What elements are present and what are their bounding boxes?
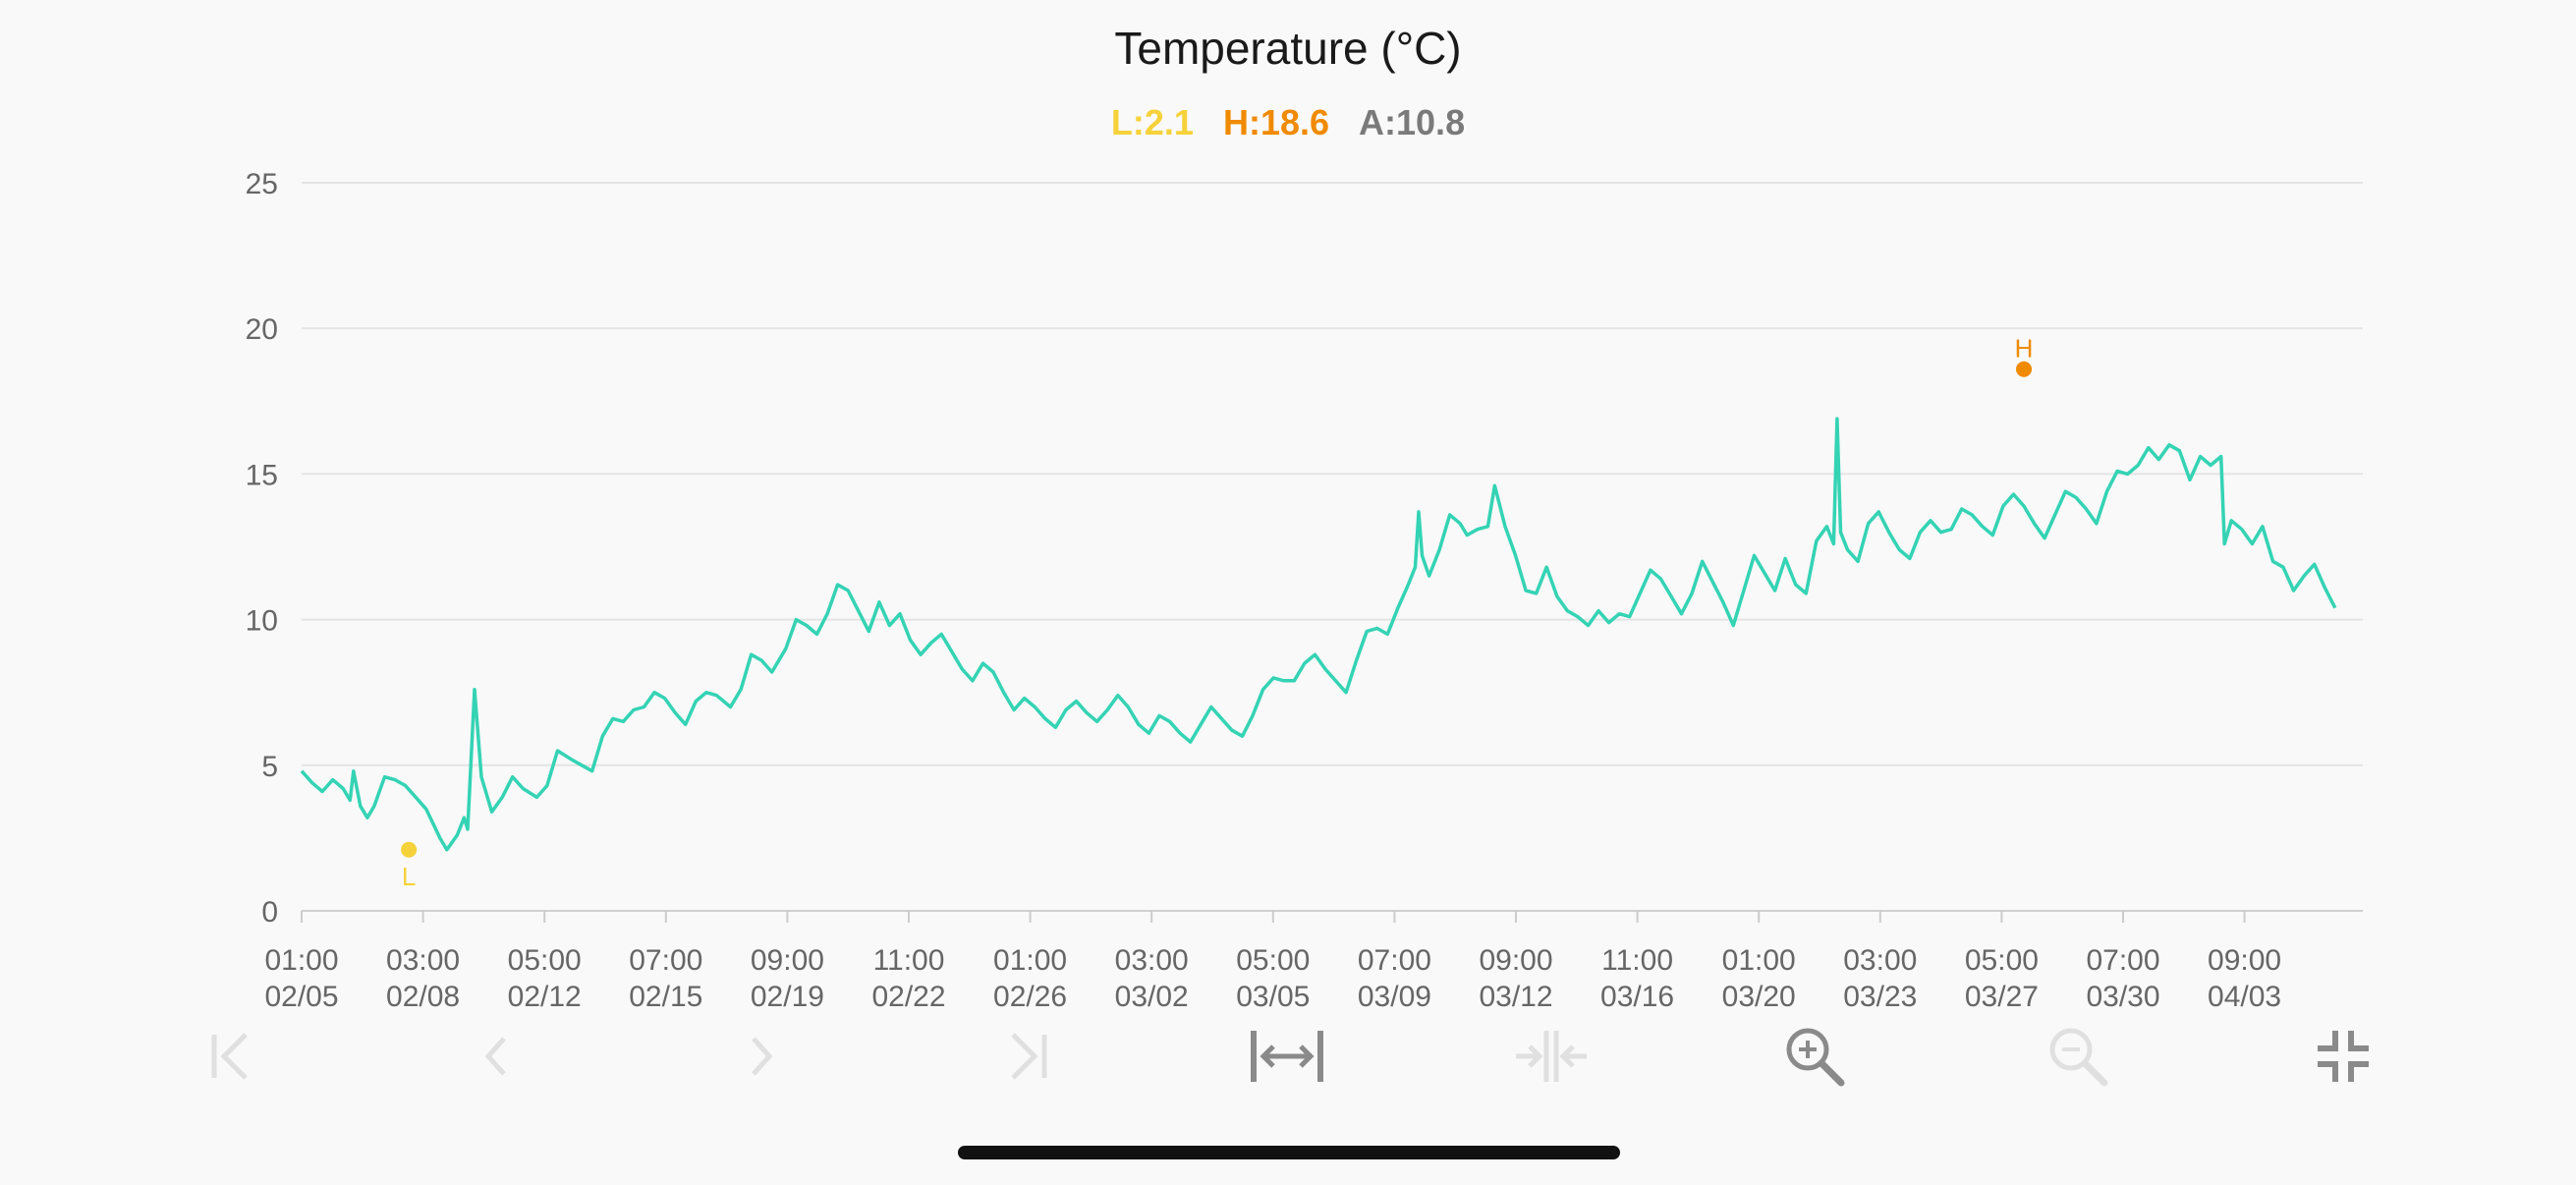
temperature-line-chart[interactable]: 0 5 10 15 20 25 01:00 02/05 03:00 02/08 05:00 02/1…	[0, 0, 2576, 1012]
low-value: L:2.1	[1110, 102, 1194, 142]
expand-horizontal-icon	[1251, 1031, 1323, 1082]
first-page-button[interactable]	[180, 1012, 288, 1100]
x-tick-label-time: 03:00	[1115, 944, 1189, 977]
exit-fullscreen-icon	[2318, 1031, 2369, 1082]
home-indicator	[958, 1146, 1620, 1159]
x-tick-label-date: 02/26	[993, 981, 1067, 1012]
x-tick-label-date: 03/12	[1479, 981, 1552, 1012]
x-tick-label-time: 05:00	[1965, 944, 2039, 977]
low-point-label: L	[402, 862, 416, 891]
low-point-marker	[401, 841, 418, 858]
x-tick-label-time: 09:00	[751, 944, 824, 977]
previous-button[interactable]	[442, 1012, 550, 1100]
y-tick-label: 10	[246, 605, 278, 638]
grid-lines	[302, 182, 2363, 912]
x-tick-label-time: 01:00	[993, 944, 1067, 977]
x-tick-label-time: 05:00	[508, 944, 582, 977]
exit-fullscreen-button[interactable]	[2289, 1012, 2397, 1100]
chart-toolbar	[0, 1012, 2576, 1100]
y-tick-label: 15	[246, 459, 278, 491]
chevron-right-icon	[752, 1037, 773, 1076]
x-tick-label-date: 04/03	[2208, 981, 2281, 1012]
x-tick-label-date: 02/12	[508, 981, 582, 1012]
x-tick-label-date: 03/30	[2086, 981, 2159, 1012]
temperature-series-line	[300, 417, 2337, 852]
zoom-in-button[interactable]	[1761, 1012, 1869, 1100]
x-tick-label-time: 03:00	[1843, 944, 1917, 977]
skip-to-start-icon	[211, 1033, 248, 1080]
x-tick-label-date: 03/16	[1600, 981, 1674, 1012]
x-tick-label-time: 07:00	[2086, 944, 2159, 977]
compress-horizontal-icon	[1516, 1031, 1587, 1082]
y-tick-label: 0	[261, 896, 278, 929]
last-page-button[interactable]	[971, 1012, 1079, 1100]
x-tick-label-time: 01:00	[1722, 944, 1796, 977]
x-tick-label-time: 05:00	[1236, 944, 1310, 977]
y-axis-ticks: 0 5 10 15 20 25	[246, 168, 278, 929]
x-axis-ticks: 01:00 02/05 03:00 02/08 05:00 02/12 07:00 02/15…	[264, 911, 2281, 1012]
y-tick-label: 5	[261, 751, 278, 783]
x-tick-label-date: 02/15	[629, 981, 702, 1012]
x-tick-label-date: 03/05	[1236, 981, 1310, 1012]
high-value: H:18.6	[1222, 102, 1330, 142]
high-point-marker	[2016, 361, 2033, 377]
high-point-label: H	[2015, 334, 2034, 364]
x-tick-label-time: 03:00	[386, 944, 460, 977]
fit-width-button[interactable]	[1233, 1012, 1341, 1100]
x-tick-label-date: 02/05	[264, 981, 338, 1012]
y-tick-label: 20	[246, 313, 278, 346]
x-tick-label-time: 07:00	[629, 944, 702, 977]
zoom-out-button[interactable]	[2024, 1012, 2132, 1100]
zoom-out-icon	[2049, 1028, 2108, 1087]
next-button[interactable]	[707, 1012, 815, 1100]
x-tick-label-time: 11:00	[873, 944, 945, 977]
series-group	[300, 417, 2337, 852]
x-tick-label-time: 11:00	[1601, 944, 1673, 977]
x-tick-label-time: 09:00	[2208, 944, 2281, 977]
extreme-markers: LH	[401, 334, 2033, 891]
x-tick-label-time: 09:00	[1479, 944, 1552, 977]
skip-to-end-icon	[1011, 1033, 1047, 1080]
x-tick-label-date: 02/08	[386, 981, 460, 1012]
x-tick-label-time: 01:00	[264, 944, 338, 977]
x-tick-label-date: 03/09	[1358, 981, 1431, 1012]
average-value: A:10.8	[1359, 102, 1466, 142]
x-tick-label-date: 03/20	[1722, 981, 1796, 1012]
stats-summary: L:2.1 H:18.6 A:10.8	[0, 102, 2576, 143]
zoom-in-icon	[1786, 1028, 1845, 1087]
x-tick-label-date: 02/19	[751, 981, 824, 1012]
x-tick-label-date: 03/02	[1115, 981, 1189, 1012]
chart-title: Temperature (°C)	[1114, 23, 1462, 74]
y-tick-label: 25	[246, 168, 278, 200]
x-tick-label-time: 07:00	[1358, 944, 1431, 977]
x-tick-label-date: 03/23	[1843, 981, 1917, 1012]
x-tick-label-date: 03/27	[1965, 981, 2039, 1012]
chevron-left-icon	[484, 1037, 506, 1076]
compress-width-button[interactable]	[1497, 1012, 1605, 1100]
x-tick-label-date: 02/22	[871, 981, 945, 1012]
